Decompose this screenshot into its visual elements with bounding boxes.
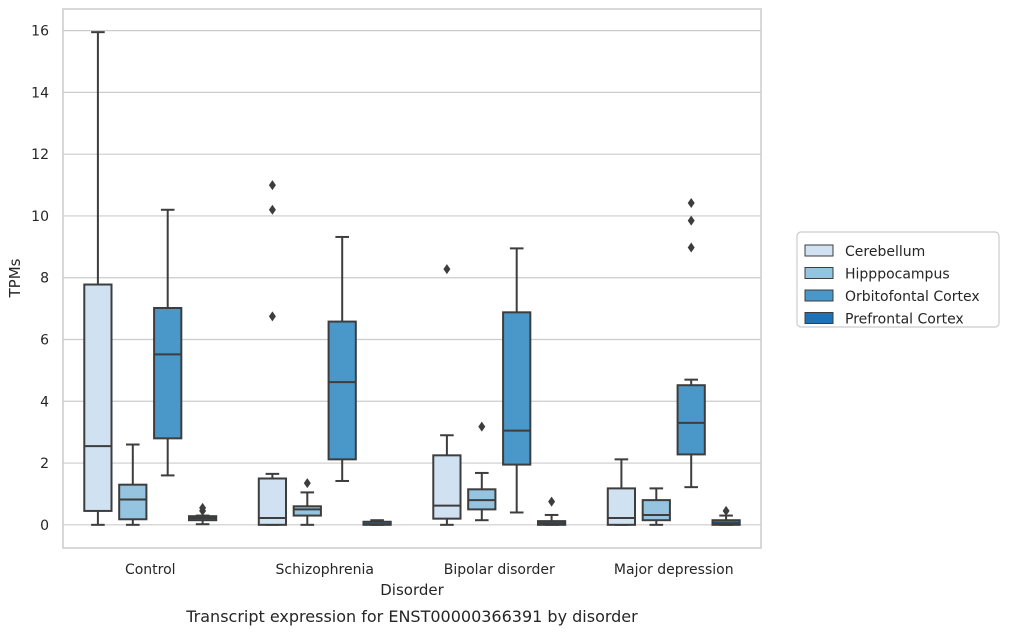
box — [153, 306, 183, 440]
outlier-point — [478, 421, 486, 432]
box — [502, 311, 532, 466]
box-group — [257, 180, 288, 526]
box — [83, 283, 113, 512]
box-group — [641, 487, 671, 526]
box — [676, 384, 706, 456]
box — [327, 320, 357, 461]
x-tick-label: Bipolar disorder — [444, 562, 555, 578]
y-axis-label: TPMs — [6, 258, 24, 298]
y-tick-label: 12 — [31, 147, 49, 163]
outlier-point — [268, 180, 276, 191]
legend-swatch — [804, 312, 834, 324]
y-tick-label: 0 — [40, 518, 49, 534]
boxplot-marks — [83, 31, 741, 526]
y-tick-labels: 0 2 4 6 8 10 12 14 16 — [31, 24, 49, 534]
box — [606, 487, 637, 526]
legend-entry-label: Hipppocampus — [845, 267, 950, 283]
x-tick-label: Control — [125, 562, 176, 578]
y-tick-label: 14 — [31, 85, 49, 101]
chart-caption: Transcript expression for ENST0000036639… — [185, 607, 638, 626]
y-tick-label: 2 — [40, 456, 49, 472]
x-tick-label: Schizophrenia — [276, 562, 374, 578]
x-tick-label: Major depression — [614, 562, 734, 578]
legend: Cerebellum Hipppocampus Orbitofontal Corte… — [796, 231, 1000, 328]
box-group — [327, 235, 357, 482]
legend-swatch — [804, 267, 834, 279]
box-group — [676, 197, 706, 489]
y-tick-label: 6 — [40, 333, 49, 349]
legend-swatch — [804, 244, 834, 257]
outlier-point — [722, 505, 730, 516]
box-group — [83, 31, 113, 526]
box-group — [711, 505, 741, 526]
legend-entry-label: Cerebellum — [845, 244, 925, 260]
outlier-point — [303, 478, 311, 489]
outlier-point — [687, 215, 695, 226]
outlier-point — [443, 264, 451, 275]
x-axis-label: Disorder — [380, 581, 444, 599]
box-group — [153, 208, 183, 477]
box-group — [187, 502, 218, 526]
legend-swatch — [804, 289, 834, 302]
outlier-point — [268, 204, 276, 215]
y-tick-label: 10 — [31, 209, 49, 225]
outlier-point — [687, 242, 695, 253]
box — [118, 483, 148, 521]
box-group — [502, 247, 532, 514]
outlier-point — [268, 311, 276, 322]
box-group — [536, 496, 567, 526]
box-group — [606, 458, 637, 526]
box-group — [432, 264, 462, 526]
y-tick-label: 8 — [40, 271, 49, 287]
plot-frame — [62, 8, 762, 549]
box-group — [118, 443, 148, 526]
x-tick-labels: Control Schizophrenia Bipolar disorder Majo… — [125, 562, 734, 578]
box-group — [467, 421, 497, 522]
box-group — [362, 519, 392, 526]
legend-entry-label: Prefrontal Cortex — [845, 312, 964, 328]
y-tick-label: 16 — [31, 24, 49, 40]
box-group — [292, 478, 322, 526]
outlier-point — [199, 502, 207, 513]
box — [432, 454, 462, 520]
box — [292, 505, 322, 517]
y-tick-label: 4 — [40, 394, 49, 410]
outlier-point — [548, 496, 556, 507]
outlier-point — [687, 197, 695, 208]
legend-frame — [796, 231, 1000, 328]
legend-entry-label: Orbitofontal Cortex — [845, 289, 980, 305]
box — [641, 499, 671, 522]
